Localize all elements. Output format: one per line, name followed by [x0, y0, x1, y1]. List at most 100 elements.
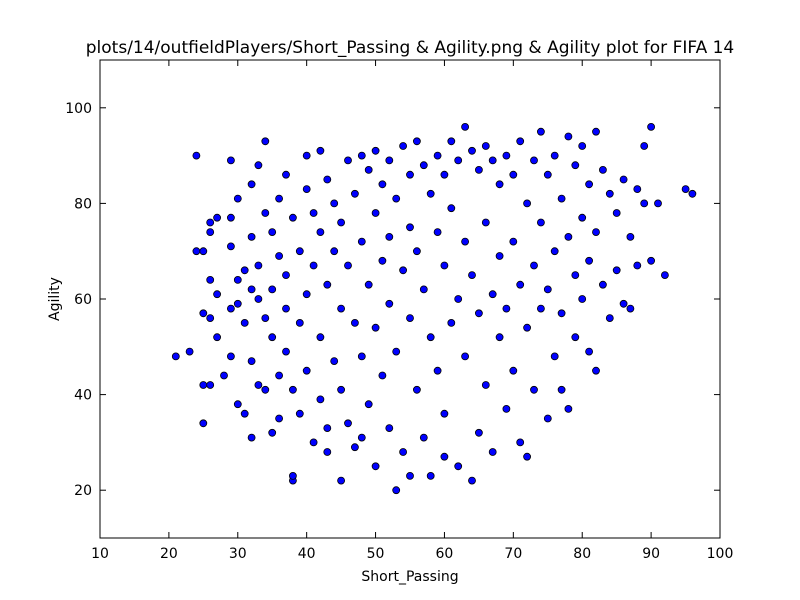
data-point: [192, 247, 201, 256]
data-point: [288, 471, 297, 480]
data-point: [199, 309, 208, 318]
data-point: [350, 443, 359, 452]
data-point: [688, 189, 697, 198]
data-point: [233, 275, 242, 284]
data-point: [337, 304, 346, 313]
data-point: [419, 433, 428, 442]
data-point: [537, 127, 545, 136]
data-point: [275, 252, 284, 260]
data-point: [378, 256, 387, 265]
data-point: [226, 156, 235, 165]
data-point: [399, 448, 408, 456]
data-point: [261, 314, 270, 323]
data-point: [481, 218, 490, 227]
data-point: [592, 366, 600, 375]
data-point: [364, 280, 373, 289]
data-point: [323, 280, 332, 289]
data-point: [344, 261, 352, 270]
data-point: [254, 381, 263, 389]
data-point: [268, 333, 277, 342]
data-point: [564, 132, 573, 141]
data-point: [406, 170, 414, 179]
data-point: [557, 194, 566, 203]
data-point: [585, 347, 593, 356]
data-point: [330, 199, 339, 208]
data-point: [226, 242, 235, 251]
data-point: [461, 352, 470, 361]
data-point: [647, 123, 655, 131]
x-tick-label: 90: [642, 546, 660, 562]
data-point: [592, 127, 600, 136]
data-point: [488, 290, 497, 299]
data-point: [378, 371, 387, 380]
data-point: [171, 352, 180, 361]
data-point: [261, 137, 270, 146]
data-point: [392, 347, 401, 356]
data-point: [240, 266, 249, 275]
data-point: [468, 146, 476, 155]
data-point: [440, 452, 449, 461]
data-point: [295, 409, 304, 418]
data-point: [268, 428, 277, 437]
data-point: [626, 304, 635, 313]
data-point: [268, 228, 277, 237]
x-tick-label: 10: [91, 546, 109, 562]
data-point: [419, 285, 428, 294]
y-axis-label: Agility: [47, 277, 63, 321]
data-point: [254, 261, 263, 270]
data-point: [302, 151, 311, 160]
data-point: [316, 395, 325, 404]
data-point: [661, 271, 669, 280]
data-point: [261, 385, 270, 394]
data-point: [523, 323, 531, 332]
data-point: [364, 165, 373, 174]
data-point: [543, 170, 552, 179]
data-point: [433, 366, 442, 375]
data-point: [605, 189, 614, 198]
data-point: [371, 462, 380, 471]
data-point: [226, 304, 235, 313]
data-point: [481, 142, 490, 150]
x-tick-label: 60: [436, 546, 454, 562]
data-point: [275, 194, 284, 203]
data-point: [282, 271, 290, 280]
data-point: [578, 213, 587, 222]
data-point: [523, 452, 531, 461]
data-point: [399, 266, 408, 275]
data-point: [350, 189, 359, 198]
data-point: [206, 314, 215, 323]
data-point: [254, 161, 263, 170]
data-point: [612, 209, 621, 217]
y-tick-label: 100: [65, 101, 92, 117]
x-tick-label: 70: [504, 546, 522, 562]
data-point: [371, 146, 380, 155]
data-point: [509, 170, 518, 179]
data-point: [406, 223, 414, 232]
data-point: [330, 247, 339, 256]
data-point: [543, 285, 552, 294]
data-point: [261, 209, 270, 217]
data-point: [206, 218, 215, 227]
x-tick-label: 100: [707, 546, 734, 562]
ticks-layer: 10 20 30 40 50 60 70 80 90 100 20 40 60 80 100: [65, 60, 733, 562]
data-point: [337, 385, 346, 394]
data-point: [626, 232, 635, 241]
data-point: [474, 428, 483, 437]
data-point: [275, 414, 284, 423]
data-point: [571, 333, 580, 342]
data-point: [316, 146, 325, 155]
data-point: [247, 180, 256, 189]
data-point: [316, 333, 325, 342]
data-point: [213, 213, 222, 222]
data-point: [302, 290, 311, 299]
data-point: [474, 165, 483, 174]
plot-frame: [99, 59, 721, 539]
data-point: [447, 137, 456, 146]
data-point: [640, 199, 649, 208]
data-point: [323, 175, 332, 184]
data-point: [282, 304, 290, 313]
data-point: [412, 137, 421, 146]
data-point: [633, 185, 642, 194]
